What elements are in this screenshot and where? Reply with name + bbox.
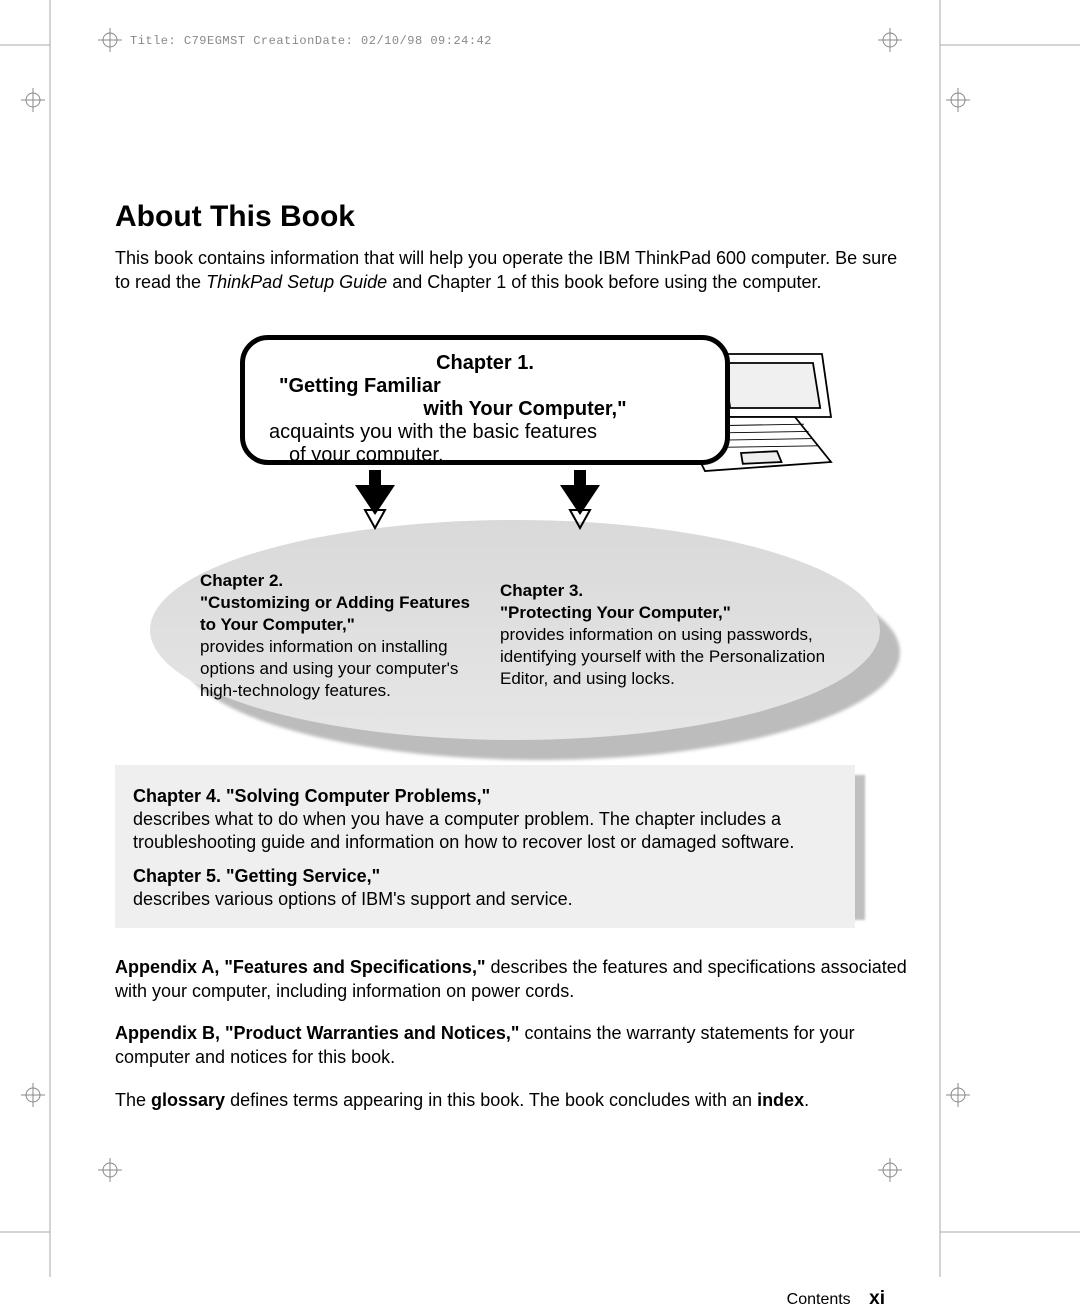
ch1-line3: with Your Computer," — [269, 398, 701, 421]
ch5-para: Chapter 5. "Getting Service," describes v… — [133, 865, 837, 912]
appendices-section: Appendix A, "Features and Specifications… — [115, 955, 915, 1112]
ch4-title: Chapter 4. "Solving Computer Problems," — [133, 786, 490, 806]
ch1-line2: "Getting Familiar — [269, 375, 701, 398]
glossary-para: The glossary defines terms appearing in … — [115, 1088, 915, 1112]
arrow-icon — [560, 470, 600, 530]
footer-label: Contents — [787, 1291, 851, 1308]
appendix-a-bold: Appendix A, "Features and Specifications… — [115, 957, 485, 977]
gl-b2: index — [757, 1090, 804, 1110]
ch1-line1: Chapter 1. — [269, 352, 701, 375]
intro-text-2: and Chapter 1 of this book before using … — [387, 272, 821, 292]
gl-2: defines terms appearing in this book. Th… — [225, 1090, 757, 1110]
ch1-line5: of your computer. — [269, 444, 701, 467]
intro-paragraph: This book contains information that will… — [115, 246, 915, 295]
ch3-title2: "Protecting Your Computer," — [500, 602, 830, 624]
print-header: Title: C79EGMST CreationDate: 02/10/98 0… — [130, 34, 492, 48]
gl-b1: glossary — [151, 1090, 225, 1110]
ch3-body: provides information on using passwords,… — [500, 624, 830, 690]
ch4-body: describes what to do when you have a com… — [133, 809, 794, 852]
footer-page-number: xi — [869, 1288, 885, 1309]
chapter3-text: Chapter 3. "Protecting Your Computer," p… — [500, 580, 830, 690]
page-footer: Contents xi — [787, 1288, 885, 1310]
ch2-title1: Chapter 2. — [200, 570, 490, 592]
gl-1: The — [115, 1090, 151, 1110]
ch1-line4: acquaints you with the basic features — [269, 421, 701, 444]
chapter45-box: Chapter 4. "Solving Computer Problems," d… — [115, 765, 855, 928]
ch4-para: Chapter 4. "Solving Computer Problems," d… — [133, 785, 837, 855]
ch5-body: describes various options of IBM's suppo… — [133, 889, 573, 909]
gl-3: . — [804, 1090, 809, 1110]
ch3-title1: Chapter 3. — [500, 580, 830, 602]
intro-italic: ThinkPad Setup Guide — [206, 272, 387, 292]
ch2-body: provides information on installing optio… — [200, 636, 490, 702]
arrow-icon — [355, 470, 395, 530]
ch5-title: Chapter 5. "Getting Service," — [133, 866, 380, 886]
ch2-title2: "Customizing or Adding Features to Your … — [200, 592, 490, 636]
chapter1-box: Chapter 1. "Getting Familiar with Your C… — [240, 335, 730, 465]
chapter2-text: Chapter 2. "Customizing or Adding Featur… — [200, 570, 490, 703]
page-content: About This Book This book contains infor… — [115, 200, 915, 1130]
chapter-diagram: Chapter 1. "Getting Familiar with Your C… — [115, 325, 895, 925]
appendix-a: Appendix A, "Features and Specifications… — [115, 955, 915, 1004]
appendix-b-bold: Appendix B, "Product Warranties and Noti… — [115, 1023, 519, 1043]
appendix-b: Appendix B, "Product Warranties and Noti… — [115, 1021, 915, 1070]
page-title: About This Book — [115, 200, 915, 234]
